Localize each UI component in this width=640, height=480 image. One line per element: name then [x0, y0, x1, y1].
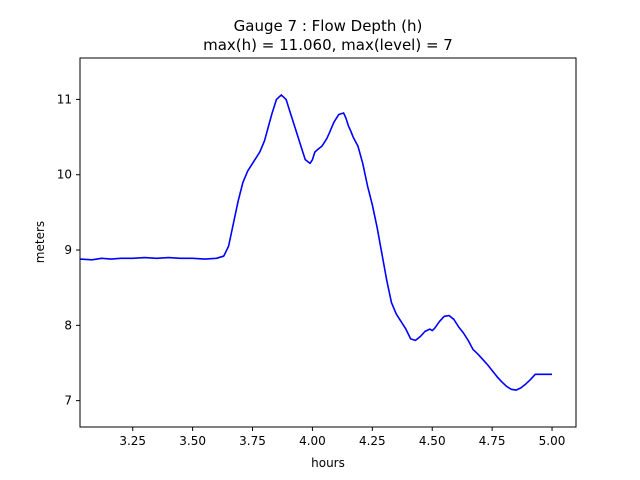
series-line-0 — [79, 94, 553, 391]
y-tick-label: 10 — [57, 168, 72, 182]
y-tick-label: 8 — [64, 318, 72, 332]
y-tick-label: 9 — [64, 243, 72, 257]
chart-subtitle: max(h) = 11.060, max(level) = 7 — [203, 36, 453, 54]
x-tick-label: 4.50 — [419, 434, 446, 448]
x-tick-label: 3.25 — [119, 434, 146, 448]
chart-title: Gauge 7 : Flow Depth (h) — [234, 17, 423, 35]
x-tick-label: 3.50 — [179, 434, 206, 448]
plot-frame — [79, 57, 577, 428]
x-tick-label: 3.75 — [239, 434, 266, 448]
x-axis-label: hours — [311, 456, 345, 470]
x-tick-label: 4.00 — [299, 434, 326, 448]
x-tick-label: 4.75 — [479, 434, 506, 448]
plot-area — [80, 58, 576, 427]
x-tick-label: 5.00 — [539, 434, 566, 448]
tick-layer: 3.25 3.50 3.75 4.00 4.25 4.50 4.75 5.00 7 8 9 10 11 — [57, 92, 566, 448]
y-tick-label: 7 — [64, 394, 72, 408]
y-tick-label: 11 — [57, 92, 72, 106]
series-layer — [79, 94, 553, 391]
x-tick-label: 4.25 — [359, 434, 386, 448]
y-axis-label: meters — [33, 221, 47, 263]
